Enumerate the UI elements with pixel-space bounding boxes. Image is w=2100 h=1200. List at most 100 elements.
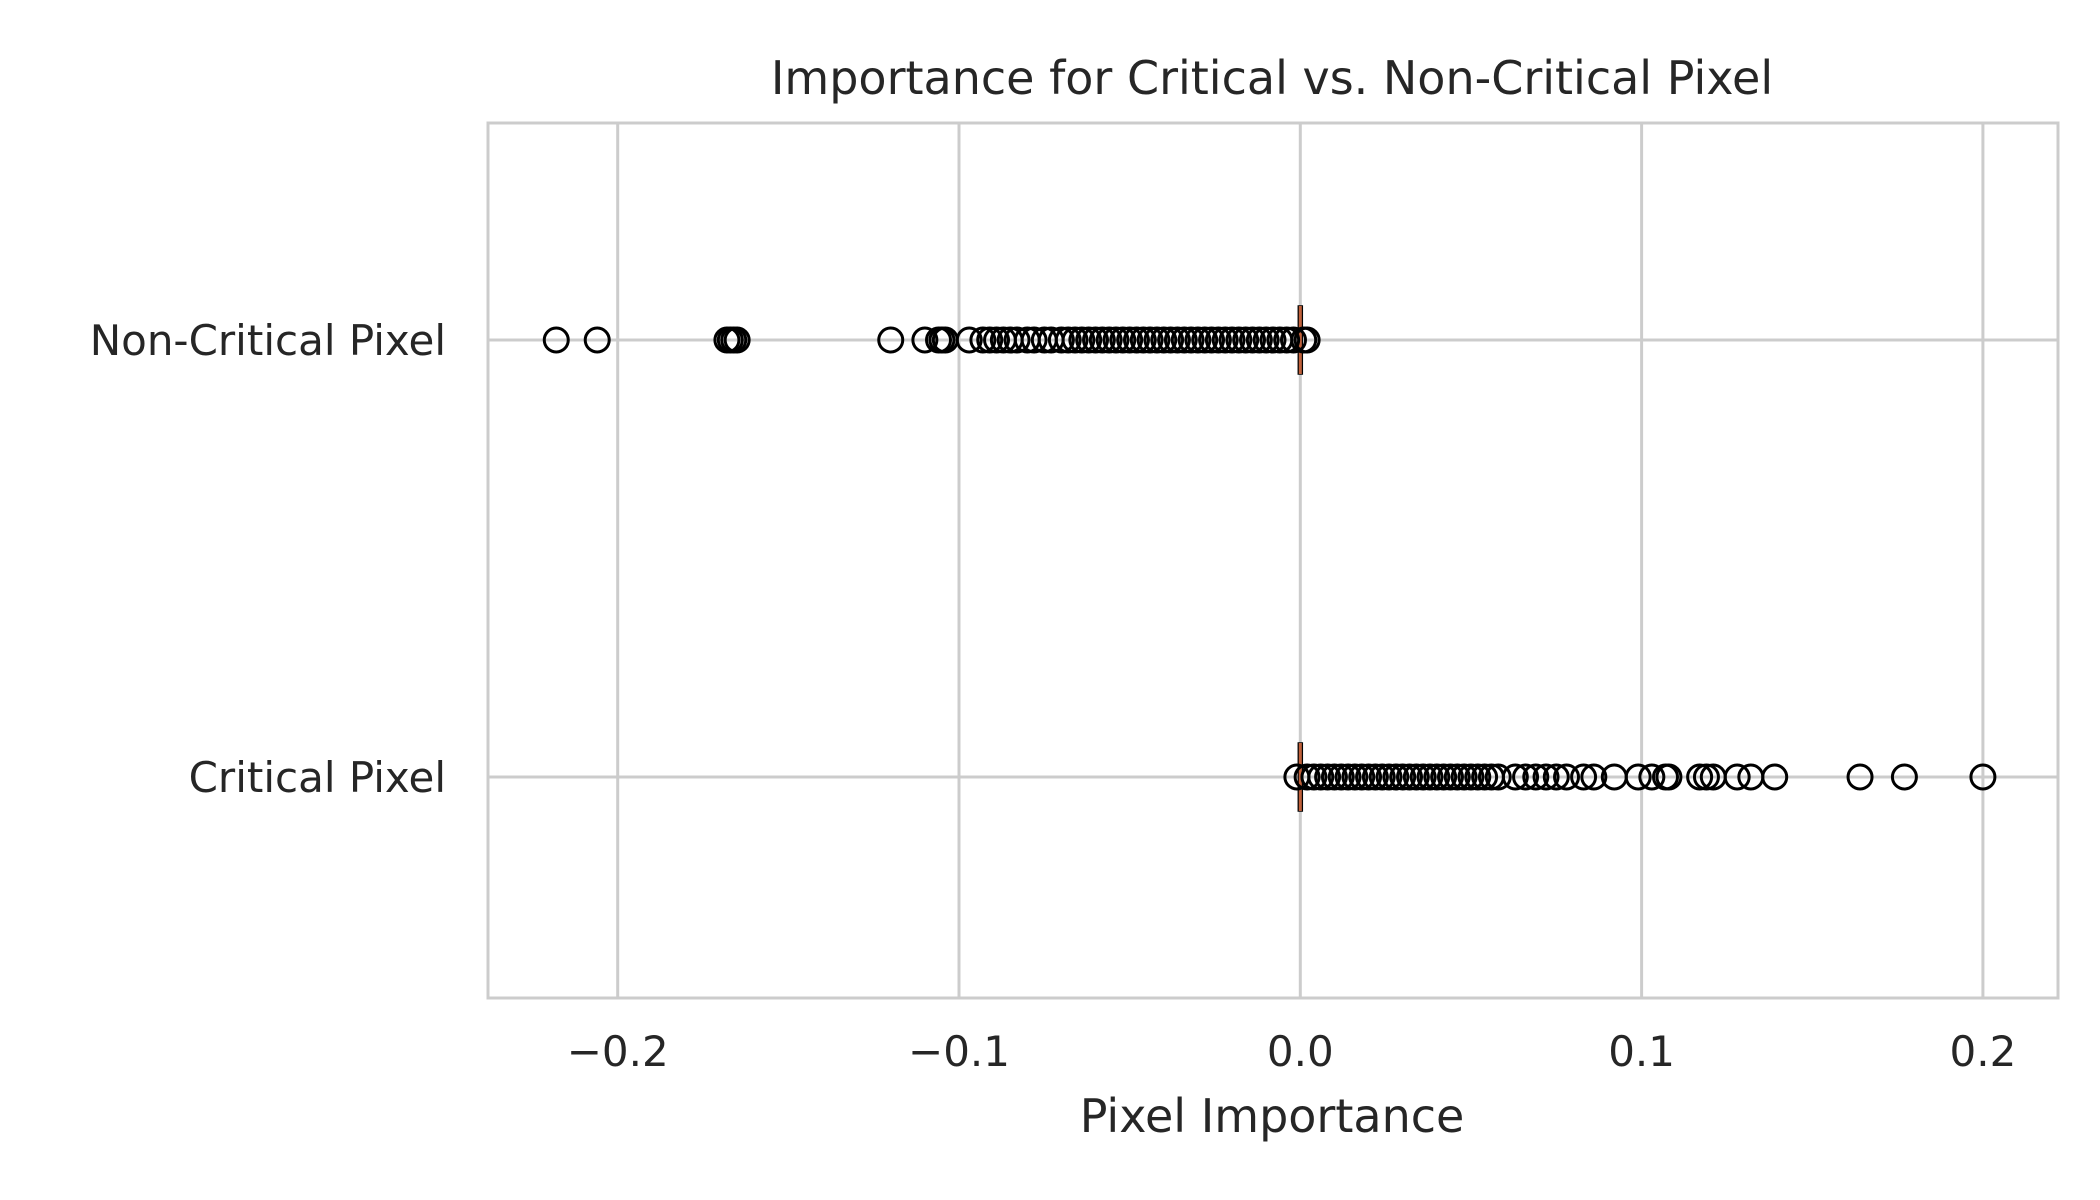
outlier-point (1334, 763, 1362, 791)
outlier-point (1020, 326, 1048, 354)
outlier-point (1245, 326, 1273, 354)
outlier-point (1761, 763, 1789, 791)
outlier-point (1102, 326, 1130, 354)
outlier-point (1409, 763, 1437, 791)
y-axis-ticks: Non-Critical Pixel Critical Pixel (90, 316, 446, 802)
plot-frame (486, 121, 2060, 1000)
outlier-point (1122, 326, 1150, 354)
outlier-point (1436, 763, 1464, 791)
outlier-point (1450, 763, 1478, 791)
outlier-point (1686, 763, 1714, 791)
outlier-point (1136, 326, 1164, 354)
outlier-point (1157, 326, 1185, 354)
x-tick-label: 0.0 (1267, 1027, 1334, 1076)
outlier-point (1522, 763, 1550, 791)
outlier-point (1061, 326, 1089, 354)
outlier-point (1082, 326, 1110, 354)
outlier-point (969, 326, 997, 354)
outlier-point (877, 326, 905, 354)
outlier-point (1638, 763, 1666, 791)
outlier-point (1692, 763, 1720, 791)
outlier-point (1218, 326, 1246, 354)
outlier-point (1341, 763, 1369, 791)
outlier-point (1143, 326, 1171, 354)
outlier-point (1396, 763, 1424, 791)
outlier-point (1655, 763, 1683, 791)
outlier-point (1348, 763, 1376, 791)
outlier-point (1239, 326, 1267, 354)
outlier-point (1624, 763, 1652, 791)
outlier-point (1846, 763, 1874, 791)
outlier-point (1300, 763, 1328, 791)
outlier-point (1361, 763, 1389, 791)
chart-title: Importance for Critical vs. Non-Critical… (771, 51, 1773, 105)
outlier-point (723, 326, 751, 354)
x-tick-label: −0.1 (908, 1027, 1010, 1076)
outlier-point (1184, 326, 1212, 354)
outlier-point (1368, 763, 1396, 791)
outlier-point (1047, 326, 1075, 354)
outlier-point (583, 326, 611, 354)
outlier-point (1225, 326, 1253, 354)
outlier-point (1320, 763, 1348, 791)
outlier-point (1191, 326, 1219, 354)
outlier-point (1532, 763, 1560, 791)
outlier-point (1232, 326, 1260, 354)
outlier-point (1003, 326, 1031, 354)
outlier-point (1204, 326, 1232, 354)
outlier-point (983, 326, 1011, 354)
outlier-point (1068, 326, 1096, 354)
outlier-point (1423, 763, 1451, 791)
outlier-point (1116, 326, 1144, 354)
outlier-point (955, 326, 983, 354)
outlier-point (1969, 763, 1997, 791)
outlier-point (1314, 763, 1342, 791)
outlier-point (1443, 763, 1471, 791)
outlier-point (1355, 763, 1383, 791)
y-tick-label: Non-Critical Pixel (90, 316, 446, 365)
outlier-point (1198, 326, 1226, 354)
outlier-point (1327, 763, 1355, 791)
x-tick-label: 0.1 (1608, 1027, 1675, 1076)
outlier-point (1075, 326, 1103, 354)
outlier-point (1259, 326, 1287, 354)
outlier-point (1375, 763, 1403, 791)
outlier-point (1177, 326, 1205, 354)
outlier-point (1484, 763, 1512, 791)
outlier-point (1402, 763, 1430, 791)
outlier-point (1170, 326, 1198, 354)
outlier-point (1307, 763, 1335, 791)
outlier-point (1054, 326, 1082, 354)
outlier-point (1211, 326, 1239, 354)
outlier-point (1430, 763, 1458, 791)
outlier-point (1553, 763, 1581, 791)
outlier-point (1389, 763, 1417, 791)
outlier-point (1109, 326, 1137, 354)
outlier-point (1088, 326, 1116, 354)
outlier-point (976, 326, 1004, 354)
outlier-point (1512, 763, 1540, 791)
outlier-point (1570, 763, 1598, 791)
outlier-point (1095, 326, 1123, 354)
outlier-point (1464, 763, 1492, 791)
outlier-point (1273, 326, 1301, 354)
outlier-point (1457, 763, 1485, 791)
outlier-point (1542, 763, 1570, 791)
x-axis-ticks: −0.2 −0.1 0.0 0.1 0.2 (567, 1027, 2017, 1076)
outlier-point (1890, 763, 1918, 791)
outlier-point (1293, 326, 1321, 354)
outlier-point (1150, 326, 1178, 354)
outlier-point (542, 326, 570, 354)
outlier-point (911, 326, 939, 354)
outlier-point (1416, 763, 1444, 791)
y-tick-label: Critical Pixel (189, 753, 446, 802)
outlier-point (1163, 326, 1191, 354)
outlier-point (1471, 763, 1499, 791)
x-tick-label: 0.2 (1950, 1027, 2017, 1076)
outlier-point (1293, 763, 1321, 791)
x-tick-label: −0.2 (567, 1027, 669, 1076)
outlier-point (1382, 763, 1410, 791)
outlier-point (1723, 763, 1751, 791)
grid-lines (488, 123, 2058, 998)
